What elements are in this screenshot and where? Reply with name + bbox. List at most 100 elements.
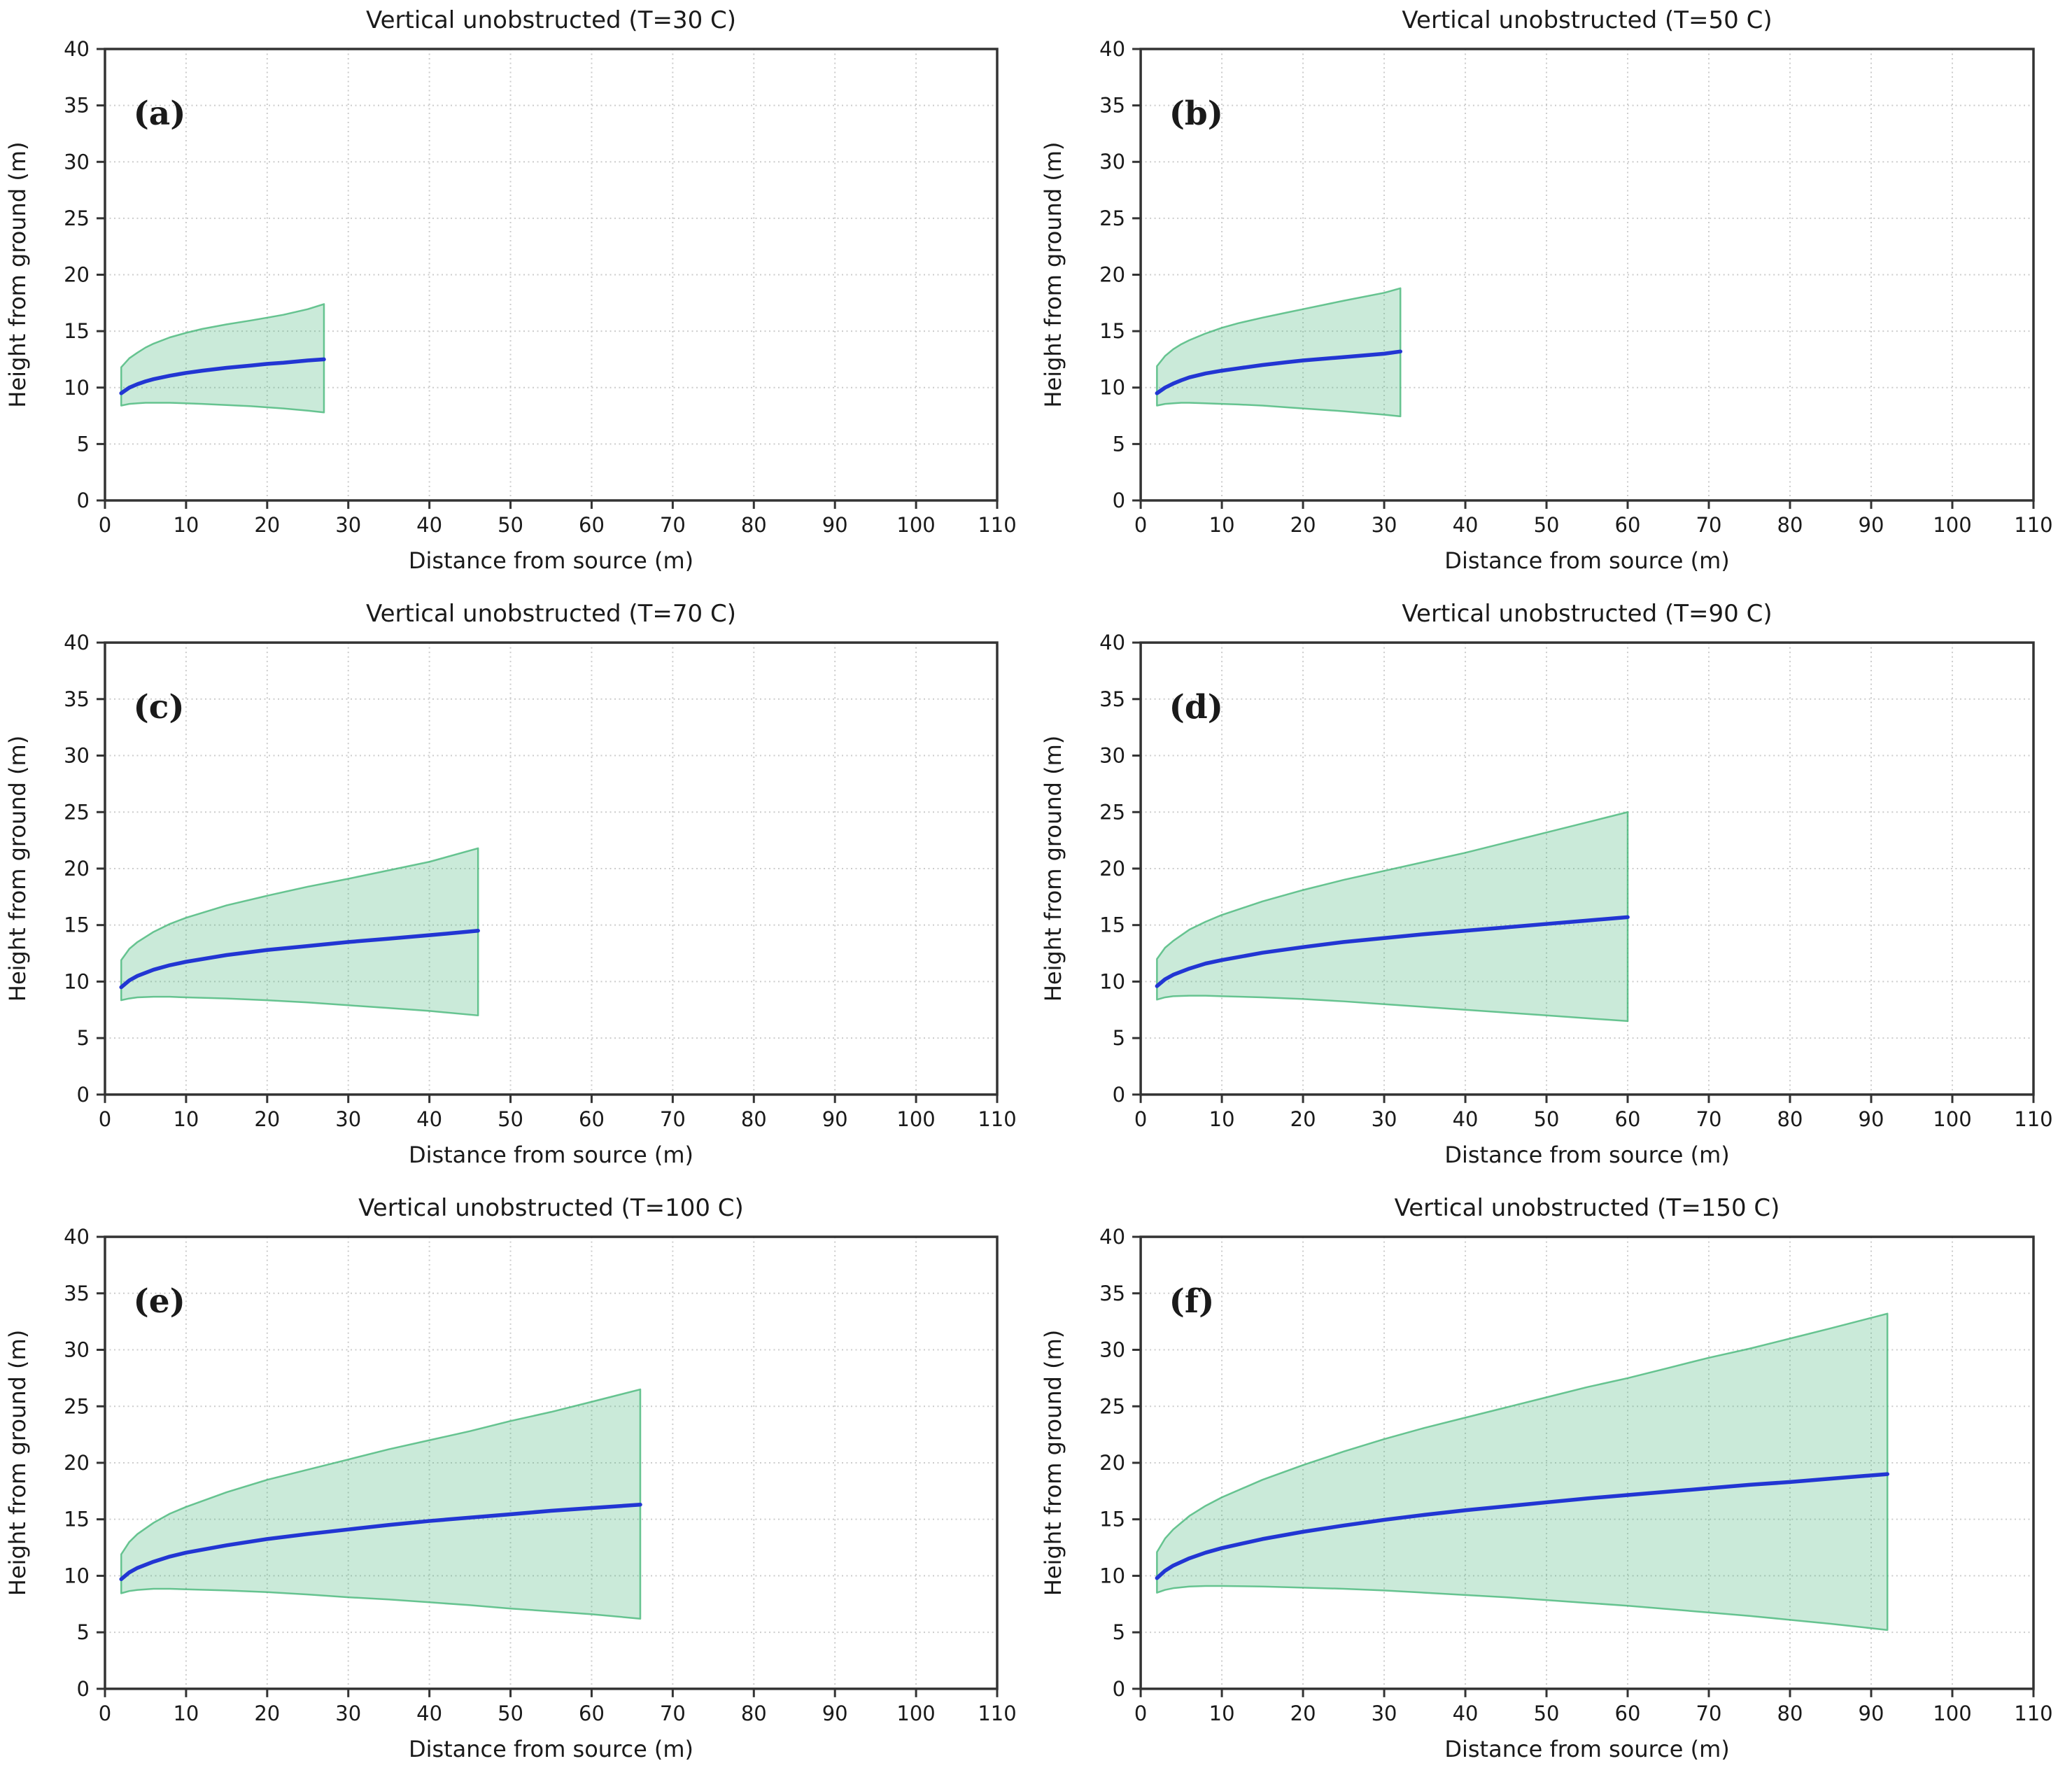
x-tick-label: 40: [1453, 1107, 1479, 1131]
panel-letter: (b): [1169, 94, 1223, 133]
panel-letter: (d): [1169, 688, 1223, 727]
uncertainty-band: [1156, 811, 1629, 1023]
x-tick-label: 50: [1534, 1702, 1560, 1725]
y-tick-label: 40: [1099, 1225, 1125, 1249]
x-tick-label: 20: [1290, 513, 1316, 537]
y-tick-label: 30: [1099, 150, 1125, 174]
y-tick-label: 40: [1099, 631, 1125, 654]
x-tick-label: 30: [1372, 1107, 1397, 1131]
y-axis-label: Height from ground (m): [1040, 142, 1066, 408]
uncertainty-band: [120, 1388, 642, 1620]
uncertainty-band: [1156, 287, 1402, 418]
uncertainty-band: [120, 847, 479, 1017]
y-tick-label: 40: [1099, 37, 1125, 61]
x-tick-label: 90: [822, 1702, 848, 1725]
median-line: [119, 929, 480, 990]
x-tick-label: 100: [1933, 1107, 1971, 1131]
y-tick-label: 5: [1113, 1620, 1125, 1644]
median-line: [1155, 915, 1630, 988]
chart-title: Vertical unobstructed (T=90 C): [1402, 600, 1772, 628]
x-tick-label: 30: [335, 1702, 361, 1725]
panel-d: 0 10 20 30 40 50 60 70 80 90 100 110 0 5 10 15 20 25 30 35 4…: [1036, 594, 2072, 1188]
y-tick-label: 15: [1099, 913, 1125, 937]
y-tick-label: 10: [1099, 376, 1125, 400]
y-tick-label: 20: [64, 1451, 90, 1475]
x-tick-label: 100: [1933, 1702, 1971, 1725]
x-tick-label: 80: [1777, 513, 1803, 537]
x-axis-label: Distance from source (m): [409, 1142, 693, 1168]
chart-title: Vertical unobstructed (T=70 C): [366, 600, 736, 628]
y-tick-label: 15: [64, 1508, 90, 1531]
x-tick-label: 60: [1615, 1107, 1641, 1131]
x-tick-label: 110: [2014, 1702, 2052, 1725]
y-axis-label: Height from ground (m): [4, 736, 31, 1002]
y-tick-label: 35: [1099, 687, 1125, 711]
median-line: [1155, 1472, 1889, 1580]
x-tick-label: 0: [99, 513, 111, 537]
x-tick-label: 0: [1134, 513, 1147, 537]
x-tick-label: 110: [978, 1702, 1016, 1725]
y-tick-label: 0: [1113, 489, 1125, 512]
panel-letter: (a): [134, 94, 186, 133]
x-tick-label: 50: [1534, 513, 1560, 537]
y-tick-label: 40: [64, 631, 90, 654]
x-tick-label: 100: [896, 1702, 935, 1725]
x-tick-label: 60: [579, 513, 605, 537]
uncertainty-band: [120, 303, 325, 414]
x-tick-label: 110: [978, 513, 1016, 537]
y-tick-label: 10: [1099, 1564, 1125, 1587]
x-tick-label: 70: [660, 513, 686, 537]
panel-letter: (f): [1169, 1282, 1215, 1321]
y-tick-label: 30: [1099, 744, 1125, 768]
y-tick-label: 20: [64, 263, 90, 287]
y-tick-label: 20: [1099, 857, 1125, 881]
y-tick-label: 40: [64, 1225, 90, 1249]
x-tick-label: 90: [1859, 513, 1884, 537]
chart-c: 0 10 20 30 40 50 60 70 80 90 100 110 0 5 10 15 20 25 30 35 4…: [4, 600, 1017, 1168]
x-tick-label: 110: [2014, 1107, 2052, 1131]
chart-title: Vertical unobstructed (T=50 C): [1402, 6, 1772, 34]
y-tick-label: 35: [1099, 94, 1125, 118]
chart-title: Vertical unobstructed (T=30 C): [366, 6, 736, 34]
uncertainty-band: [1156, 1312, 1889, 1632]
y-tick-label: 30: [1099, 1338, 1125, 1362]
x-tick-label: 100: [1933, 513, 1971, 537]
y-tick-label: 10: [64, 376, 90, 400]
median-line: [119, 357, 326, 395]
panel-f: 0 10 20 30 40 50 60 70 80 90 100 110 0 5 10 15 20 25 30 35 4…: [1036, 1188, 2072, 1782]
y-tick-label: 30: [64, 150, 90, 174]
y-axis-label: Height from ground (m): [4, 1330, 31, 1596]
y-tick-label: 15: [64, 913, 90, 937]
y-tick-label: 35: [64, 687, 90, 711]
x-tick-label: 30: [335, 513, 361, 537]
x-tick-label: 10: [1209, 1107, 1235, 1131]
x-tick-label: 110: [2014, 513, 2052, 537]
x-tick-label: 40: [416, 1702, 442, 1725]
x-tick-label: 70: [1696, 513, 1722, 537]
x-tick-label: 40: [416, 1107, 442, 1131]
x-tick-label: 40: [1453, 513, 1479, 537]
y-tick-label: 0: [77, 1083, 90, 1107]
panel-letter: (c): [134, 688, 185, 727]
y-tick-label: 25: [1099, 1394, 1125, 1418]
y-tick-label: 35: [64, 1282, 90, 1305]
y-tick-label: 5: [77, 1026, 90, 1050]
x-tick-label: 60: [1615, 513, 1641, 537]
x-tick-label: 20: [254, 1702, 280, 1725]
y-tick-label: 30: [64, 744, 90, 768]
y-axis-label: Height from ground (m): [1040, 736, 1066, 1002]
x-tick-label: 0: [1134, 1702, 1147, 1725]
y-tick-label: 5: [77, 432, 90, 456]
y-tick-label: 5: [1113, 1026, 1125, 1050]
y-tick-label: 10: [64, 969, 90, 993]
x-tick-label: 90: [1859, 1702, 1884, 1725]
y-tick-label: 0: [1113, 1677, 1125, 1701]
x-tick-label: 20: [254, 513, 280, 537]
y-tick-label: 20: [64, 857, 90, 881]
x-tick-label: 30: [1372, 1702, 1397, 1725]
x-tick-label: 50: [498, 1107, 523, 1131]
x-tick-label: 110: [978, 1107, 1016, 1131]
x-tick-label: 50: [1534, 1107, 1560, 1131]
y-tick-label: 35: [64, 94, 90, 118]
x-tick-label: 80: [741, 513, 767, 537]
